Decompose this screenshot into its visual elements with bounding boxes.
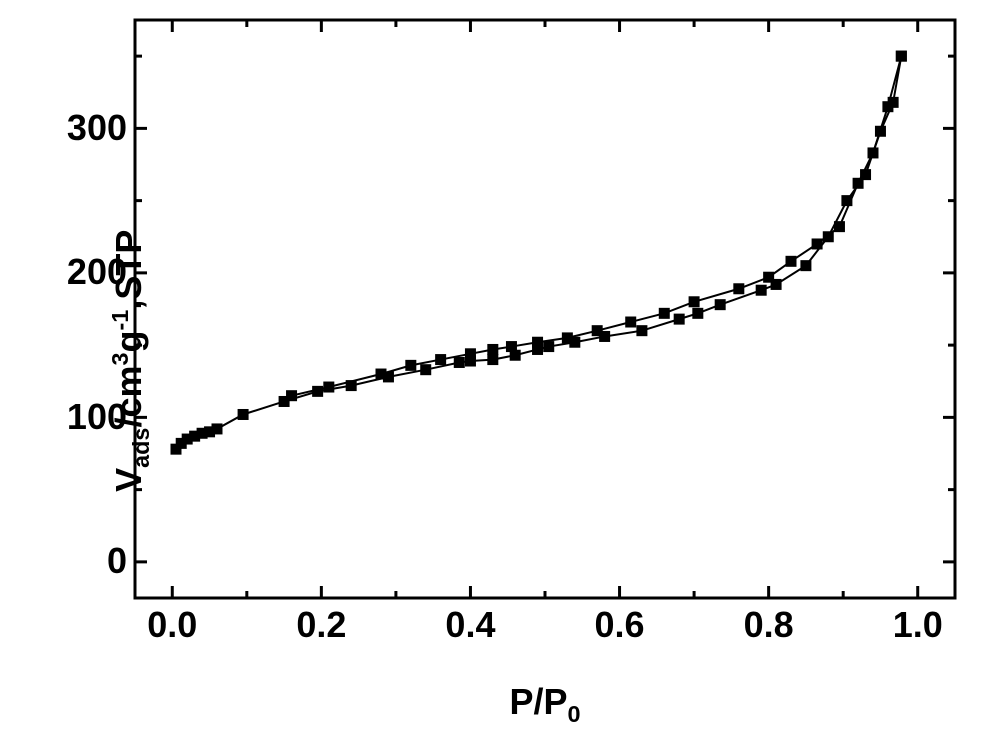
- y-tick-label: 200: [67, 251, 127, 293]
- x-tick-label: 0.8: [739, 604, 799, 646]
- y-tick-label: 300: [67, 107, 127, 149]
- y-tick-label: 0: [107, 540, 127, 582]
- x-tick-label: 1.0: [888, 604, 948, 646]
- x-tick-label: 0.0: [142, 604, 202, 646]
- x-tick-label: 0.2: [291, 604, 351, 646]
- y-tick-label: 100: [67, 396, 127, 438]
- x-axis-label-text: P/P0: [509, 681, 580, 722]
- chart-container: Vads/cm3g-1,STP 0.00.20.40.60.81.0 01002…: [0, 0, 992, 736]
- x-tick-label: 0.6: [590, 604, 650, 646]
- x-tick-label: 0.4: [440, 604, 500, 646]
- x-axis-label: P/P0: [135, 681, 955, 728]
